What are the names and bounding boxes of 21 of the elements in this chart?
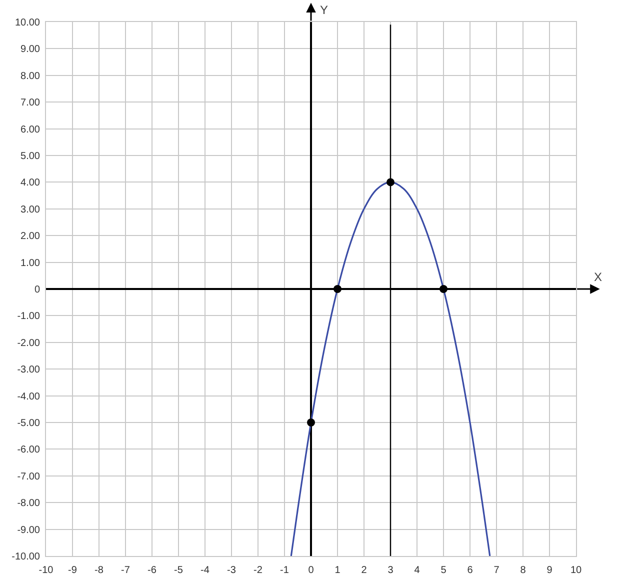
- x-tick-label: 7: [494, 565, 500, 576]
- x-tick-label: -3: [227, 565, 236, 576]
- x-tick-label: 1: [334, 565, 341, 576]
- x-tick-label: -4: [200, 565, 210, 576]
- x-tick-label: 6: [467, 565, 474, 576]
- x-tick-label: -1: [280, 565, 290, 576]
- x-tick-label: 3: [388, 565, 394, 576]
- x-tick-label: 8: [520, 565, 526, 576]
- x-tick-label: -5: [174, 565, 184, 576]
- x-tick-label: -2: [254, 565, 263, 576]
- x-tick-label: 9: [546, 565, 553, 576]
- x-tick-label: -9: [68, 565, 78, 576]
- x-tick-label: 4: [414, 565, 420, 576]
- x-tick-label: -7: [121, 565, 130, 576]
- x-tick-label: -8: [94, 565, 104, 576]
- x-tick-label: 5: [440, 565, 447, 576]
- x-tick-label: 10: [570, 565, 582, 576]
- x-tick-label: 0: [308, 565, 314, 576]
- x-tick-label: 2: [361, 565, 368, 576]
- x-tick-label: -6: [148, 565, 157, 576]
- x-tick-label: -10: [38, 565, 54, 576]
